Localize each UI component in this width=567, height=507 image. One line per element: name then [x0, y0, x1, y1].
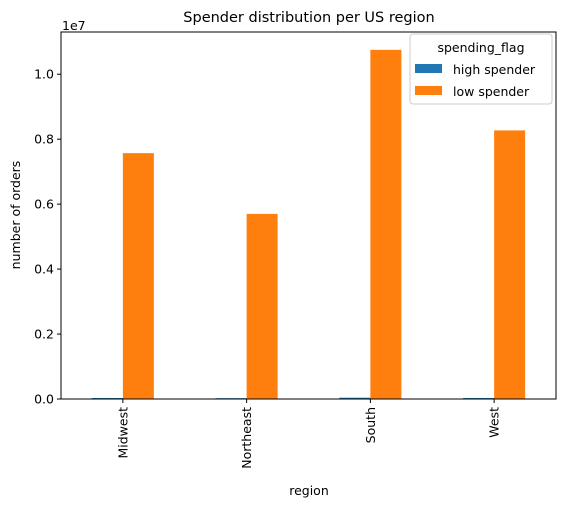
bar-high-spender-south: [339, 397, 371, 399]
legend-label-low-spender: low spender: [453, 84, 530, 99]
x-tick-label-south: South: [363, 407, 378, 443]
y-ticks: 0.0 0.2 0.4 0.6 0.8 1.0: [34, 67, 61, 407]
y-axis-label: number of orders: [8, 161, 23, 270]
legend-swatch-low-spender: [415, 86, 442, 95]
bar-low-spender-west: [494, 130, 526, 399]
y-tick-label: 0.2: [34, 327, 54, 342]
y-scale-label: 1e7: [62, 18, 86, 33]
bar-low-spender-northeast: [246, 213, 278, 399]
legend-swatch-high-spender: [415, 64, 442, 73]
bars-group: [91, 49, 526, 400]
y-tick-label: 0.8: [34, 132, 54, 147]
x-axis-label: region: [289, 483, 329, 498]
y-tick-label: 0.0: [34, 392, 54, 407]
legend: spending_flag high spender low spender: [409, 33, 553, 105]
x-tick-label-west: West: [487, 407, 502, 438]
bar-low-spender-south: [370, 49, 402, 400]
legend-title: spending_flag: [437, 40, 524, 55]
y-tick-label: 0.4: [34, 262, 54, 277]
x-ticks: Midwest Northeast South West: [115, 399, 502, 469]
legend-label-high-spender: high spender: [453, 62, 536, 77]
y-tick-label: 1.0: [34, 67, 54, 82]
y-tick-label: 0.6: [34, 197, 54, 212]
bar-low-spender-midwest: [122, 153, 154, 399]
chart-title: Spender distribution per US region: [183, 10, 434, 26]
x-tick-label-northeast: Northeast: [239, 407, 254, 469]
plot-frame: [60, 31, 557, 400]
legend-box: [409, 33, 553, 105]
x-tick-label-midwest: Midwest: [115, 407, 130, 459]
